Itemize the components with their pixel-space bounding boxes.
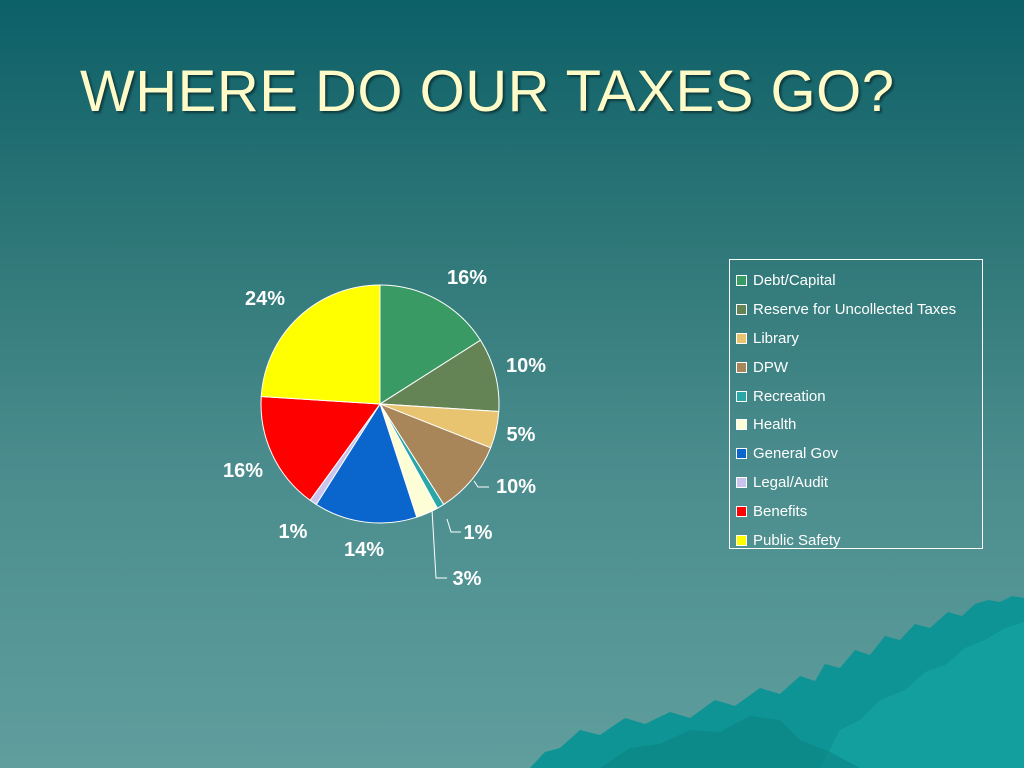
- legend-item: DPW: [736, 353, 982, 382]
- data-label: 24%: [245, 288, 285, 310]
- data-label: 10%: [506, 355, 546, 377]
- legend-item: Legal/Audit: [736, 468, 982, 497]
- legend-swatch: [736, 448, 747, 460]
- chart-legend: Debt/Capital Reserve for Uncollected Taxe…: [729, 259, 983, 549]
- data-label: 1%: [464, 522, 493, 544]
- legend-label: Benefits: [753, 503, 808, 521]
- slide-title: WHERE DO OUR TAXES GO?: [80, 59, 895, 124]
- legend-item: Health: [736, 410, 982, 439]
- pie-slice-benefits: [260, 395, 381, 501]
- data-label: 16%: [447, 267, 487, 289]
- pie-slice-reserve-for-uncollected-taxes: [378, 339, 500, 413]
- legend-label: DPW: [753, 358, 788, 376]
- legend-label: Reserve for Uncollected Taxes: [753, 300, 957, 318]
- pie-slice-public-safety: [260, 284, 381, 405]
- data-label: 1%: [279, 521, 308, 543]
- legend-label: Health: [753, 416, 797, 434]
- legend-swatch: [736, 274, 747, 286]
- leader-line: [473, 480, 489, 488]
- legend-label: Legal/Audit: [753, 474, 829, 492]
- data-label: 3%: [453, 568, 482, 590]
- pie-slice-debt-capital: [379, 284, 482, 405]
- leader-line: [446, 518, 461, 533]
- legend-item: Debt/Capital: [736, 266, 982, 295]
- legend-label: Library: [753, 329, 799, 347]
- data-label: 5%: [507, 424, 536, 446]
- legend-swatch: [736, 332, 747, 344]
- legend-swatch: [736, 419, 747, 431]
- legend-swatch: [736, 390, 747, 402]
- legend-label: Debt/Capital: [753, 271, 836, 289]
- legend-swatch: [736, 534, 747, 546]
- pie-slice-dpw: [378, 402, 492, 506]
- legend-swatch: [736, 361, 747, 373]
- legend-item: Public Safety: [736, 526, 982, 555]
- legend-item: General Gov: [736, 439, 982, 468]
- legend-swatch: [736, 303, 747, 315]
- legend-item: Benefits: [736, 497, 982, 526]
- legend-item: Library: [736, 324, 982, 353]
- legend-item: Reserve for Uncollected Taxes: [736, 295, 982, 324]
- leader-line: [431, 509, 447, 579]
- pie-slice-general-gov: [315, 402, 418, 524]
- data-label: 16%: [223, 460, 263, 482]
- data-label: 14%: [344, 539, 384, 561]
- legend-item: Recreation: [736, 382, 982, 411]
- legend-swatch: [736, 506, 747, 518]
- legend-swatch: [736, 477, 747, 489]
- data-label: 10%: [496, 476, 536, 498]
- legend-label: Public Safety: [753, 531, 841, 549]
- legend-label: General Gov: [753, 445, 839, 463]
- legend-label: Recreation: [753, 387, 826, 405]
